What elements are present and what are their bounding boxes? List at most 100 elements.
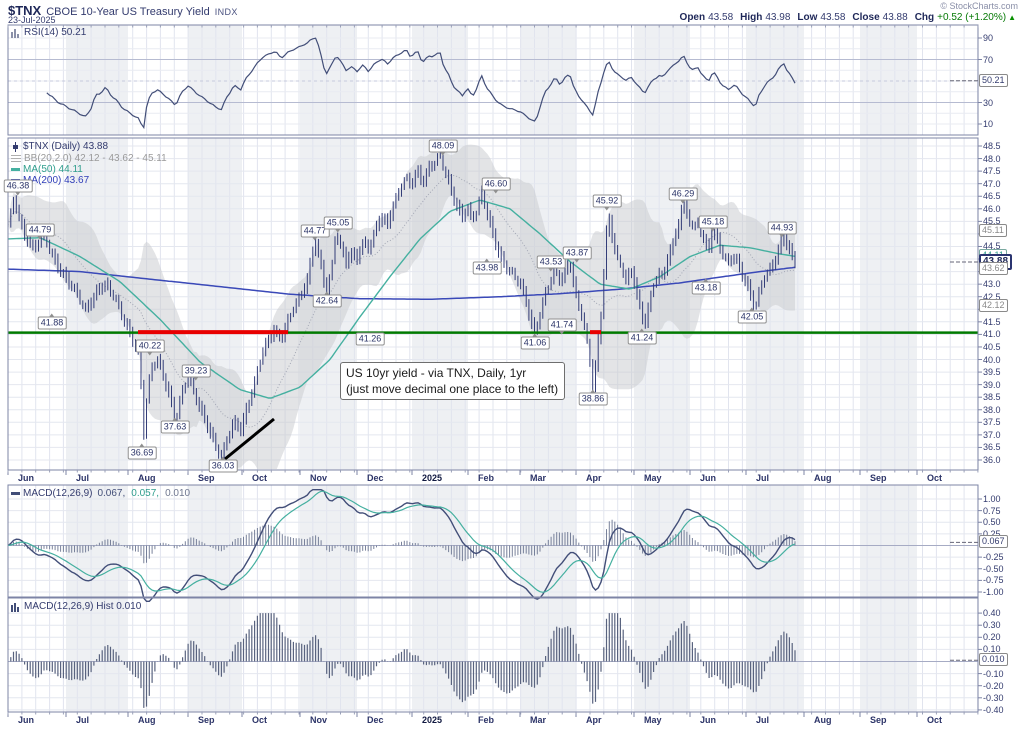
ma50-label: MA(50) 44.11 xyxy=(23,164,83,175)
price-callout: 43.87 xyxy=(562,246,592,263)
macd-axis-tick: 1.00 xyxy=(983,494,1001,504)
rsi-label: RSI(14) 50.21 xyxy=(24,27,87,38)
rsi-value-box: 50.21 xyxy=(979,73,1008,87)
chart-date: 23-Jul-2025 xyxy=(8,15,56,25)
x-axis-month-label: Oct xyxy=(927,715,943,725)
macd-axis-tick: 0.75 xyxy=(983,505,1001,516)
macd-value-box: 0.067 xyxy=(979,535,1008,549)
x-axis-month-label: Apr xyxy=(586,715,602,725)
price-axis-tick: 46.0 xyxy=(983,203,1001,214)
callout-pointer-down-icon xyxy=(493,189,499,194)
price-callout: 46.60 xyxy=(481,177,511,194)
x-axis-month-label: Jun xyxy=(18,715,35,725)
callout-pointer-down-icon xyxy=(147,351,153,356)
price-axis-tick: 48.5 xyxy=(983,141,1001,151)
price-value-box: 43.62 xyxy=(979,261,1008,275)
price-axis-tick: 44.5 xyxy=(983,241,1001,252)
price-value-box: 42.12 xyxy=(979,299,1008,313)
price-callout: 44.77 xyxy=(300,224,330,241)
callout-pointer-up-icon xyxy=(532,333,538,338)
hist-axis-tick: -0.40 xyxy=(983,704,1004,715)
callout-pointer-down-icon xyxy=(779,233,785,238)
price-legend-bb: BB(20,2.0) 42.12 - 43.62 - 45.11 xyxy=(11,153,167,164)
x-axis-month-label: Mar xyxy=(530,715,547,725)
callout-pointer-down-icon xyxy=(440,151,446,156)
price-callout: 43.18 xyxy=(691,278,721,295)
hist-axis-tick: -0.10 xyxy=(983,668,1004,679)
hist-axis-tick: 0.30 xyxy=(983,620,1001,631)
bollinger-bands-icon xyxy=(11,155,21,162)
annotation-line2: (just move decimal one place to the left… xyxy=(346,382,559,396)
price-value-box: 45.11 xyxy=(979,224,1007,238)
high-label: High xyxy=(740,12,763,23)
price-callout: 48.09 xyxy=(428,139,458,156)
price-callout: 41.24 xyxy=(627,328,657,345)
rsi-axis-tick: 30 xyxy=(983,97,994,108)
copyright: © StockCharts.com xyxy=(940,1,1018,11)
macd-label: MACD(12,26,9) xyxy=(23,488,93,499)
price-callout: 40.22 xyxy=(135,339,165,356)
price-axis-tick: 38.5 xyxy=(983,392,1001,403)
price-callout: 46.29 xyxy=(668,187,698,204)
hist-axis-tick: -0.20 xyxy=(983,680,1004,691)
x-axis-month-label: Jul xyxy=(76,473,90,483)
macd-signal-value: 0.057, xyxy=(131,488,160,499)
low-label: Low xyxy=(797,12,818,23)
callout-pointer-down-icon xyxy=(574,258,580,263)
close-value: 43.88 xyxy=(882,12,908,23)
price-axis-tick: 41.5 xyxy=(983,316,1001,327)
price-label: $TNX (Daily) 43.88 xyxy=(23,141,109,152)
price-axis-tick: 36.0 xyxy=(983,455,1001,465)
callout-pointer-down-icon xyxy=(37,235,43,240)
chg-value: +0.52 (+1.20%) xyxy=(937,12,1007,23)
price-callout: 37.63 xyxy=(160,417,190,434)
x-axis-month-label: Aug xyxy=(814,473,832,483)
rsi-axis-tick: 10 xyxy=(983,119,994,129)
price-callout: 41.26 xyxy=(355,332,385,346)
price-legend-ma50: MA(50) 44.11 xyxy=(11,164,83,175)
exchange: INDX xyxy=(214,7,238,17)
annotation-line1: US 10yr yield - via TNX, Daily, 1yr xyxy=(346,366,527,380)
open-label: Open xyxy=(679,12,706,23)
ma200-label: MA(200) 43.67 xyxy=(23,175,90,186)
price-axis-tick: 37.0 xyxy=(983,429,1001,440)
x-axis-month-label: Nov xyxy=(310,473,328,483)
price-axis-tick: 46.5 xyxy=(983,191,1001,202)
price-axis-tick: 43.0 xyxy=(983,279,1001,290)
low-value: 43.58 xyxy=(820,12,846,23)
x-axis-month-label: Aug xyxy=(814,715,832,725)
callout-pointer-down-icon xyxy=(710,227,716,232)
callout-pointer-up-icon xyxy=(703,278,709,283)
callout-pointer-down-icon xyxy=(312,236,318,241)
hist-axis-tick: 0.20 xyxy=(983,632,1001,643)
x-axis-month-label: Sep xyxy=(198,715,215,725)
x-axis-month-label: Sep xyxy=(870,715,887,725)
callout-pointer-up-icon xyxy=(49,313,55,318)
callout-pointer-up-icon xyxy=(172,417,178,422)
x-axis-month-label: Aug xyxy=(138,473,156,483)
price-callout: 41.74 xyxy=(547,318,577,335)
price-callout: 45.92 xyxy=(592,194,622,211)
price-callout: 43.98 xyxy=(472,258,502,275)
x-axis-month-label: Mar xyxy=(530,473,547,483)
price-axis-tick: 47.5 xyxy=(983,166,1001,177)
chg-label: Chg xyxy=(914,12,935,23)
price-callout: 36.03 xyxy=(208,456,238,473)
hist-axis-tick: 0.40 xyxy=(983,608,1001,619)
price-callout: 42.64 xyxy=(312,291,342,308)
close-label: Close xyxy=(852,12,880,23)
x-axis-month-label: Jun xyxy=(18,473,35,483)
price-callout: 44.79 xyxy=(25,223,55,240)
chg-up-arrow-icon: ▲ xyxy=(1008,13,1016,22)
x-axis-month-label: Apr xyxy=(586,473,602,483)
x-axis-month-label: Feb xyxy=(478,473,495,483)
x-axis-month-label: 2025 xyxy=(422,473,443,483)
macd-axis-tick: -0.50 xyxy=(983,563,1004,574)
x-axis-month-label: Dec xyxy=(367,715,384,725)
callout-pointer-down-icon xyxy=(559,330,565,335)
rsi-legend: RSI(14) 50.21 xyxy=(11,27,86,38)
quote-line: Open 43.58 High 43.98 Low 43.58 Close 43.88 Chg +… xyxy=(673,12,1016,23)
x-axis-month-label: Dec xyxy=(367,473,384,483)
hist-axis-tick: -0.30 xyxy=(983,692,1004,703)
price-callout: 36.69 xyxy=(127,443,157,460)
